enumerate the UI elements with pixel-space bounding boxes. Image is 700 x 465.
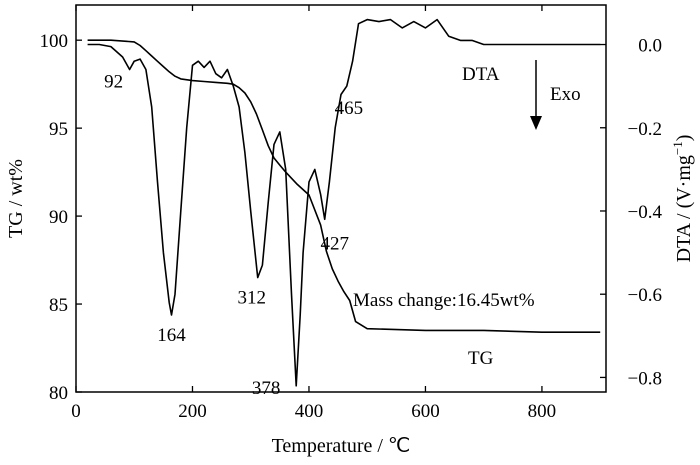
x-axis-title: Temperature / ℃ [272, 435, 411, 457]
tg-series-label: TG [468, 348, 494, 369]
peak-label: 378 [252, 378, 281, 399]
x-tick-label: 400 [295, 401, 324, 422]
mass-change-label: Mass change:16.45wt% [353, 290, 535, 311]
x-tick-label: 600 [411, 401, 440, 422]
y-axis-right-title-close: ) [673, 135, 695, 142]
x-tick-label: 0 [71, 401, 81, 422]
y-right-tick-label: −0.6 [628, 285, 662, 306]
y-right-tick-label: −0.8 [628, 368, 662, 389]
peak-label: 164 [157, 325, 186, 346]
dta-curve [87, 18, 601, 387]
exo-arrow-head [530, 116, 542, 130]
y-right-tick-label: −0.4 [628, 202, 663, 223]
y-left-tick-label: 100 [40, 31, 69, 52]
series-layer [87, 18, 601, 387]
y-right-tick-label: 0.0 [638, 36, 662, 57]
tg-curve [87, 39, 601, 333]
x-tick-label: 800 [528, 401, 557, 422]
peak-label: 312 [237, 288, 266, 309]
peak-label: 465 [335, 98, 364, 119]
y-axis-right-title-superscript: −1 [670, 141, 685, 155]
peak-label: 427 [320, 233, 349, 254]
exo-label: Exo [550, 84, 581, 105]
peak-labels: 92 164 312 378 427 465 [104, 72, 363, 399]
y-axis-right-title-main: DTA / (V·mg [673, 155, 695, 262]
peak-label: 92 [104, 72, 123, 93]
y-left-tick-label: 85 [49, 295, 68, 316]
y-left-tick-label: 95 [49, 119, 68, 140]
y-axis-left-title: TG / wt% [5, 159, 27, 238]
dta-series-label: DTA [462, 64, 500, 85]
y-right-tick-label: −0.2 [628, 119, 662, 140]
y-left-tick-label: 90 [49, 207, 68, 228]
y-axis-right-title: DTA / (V·mg−1) [670, 135, 695, 263]
y-left-tick-label: 80 [49, 383, 68, 404]
plot-frame [75, 4, 607, 393]
ticks-layer: 0 200 400 600 800 80 85 90 95 100 0.0 −0.2 −0.4 −0.6 −… [40, 5, 663, 422]
x-tick-label: 200 [178, 401, 207, 422]
